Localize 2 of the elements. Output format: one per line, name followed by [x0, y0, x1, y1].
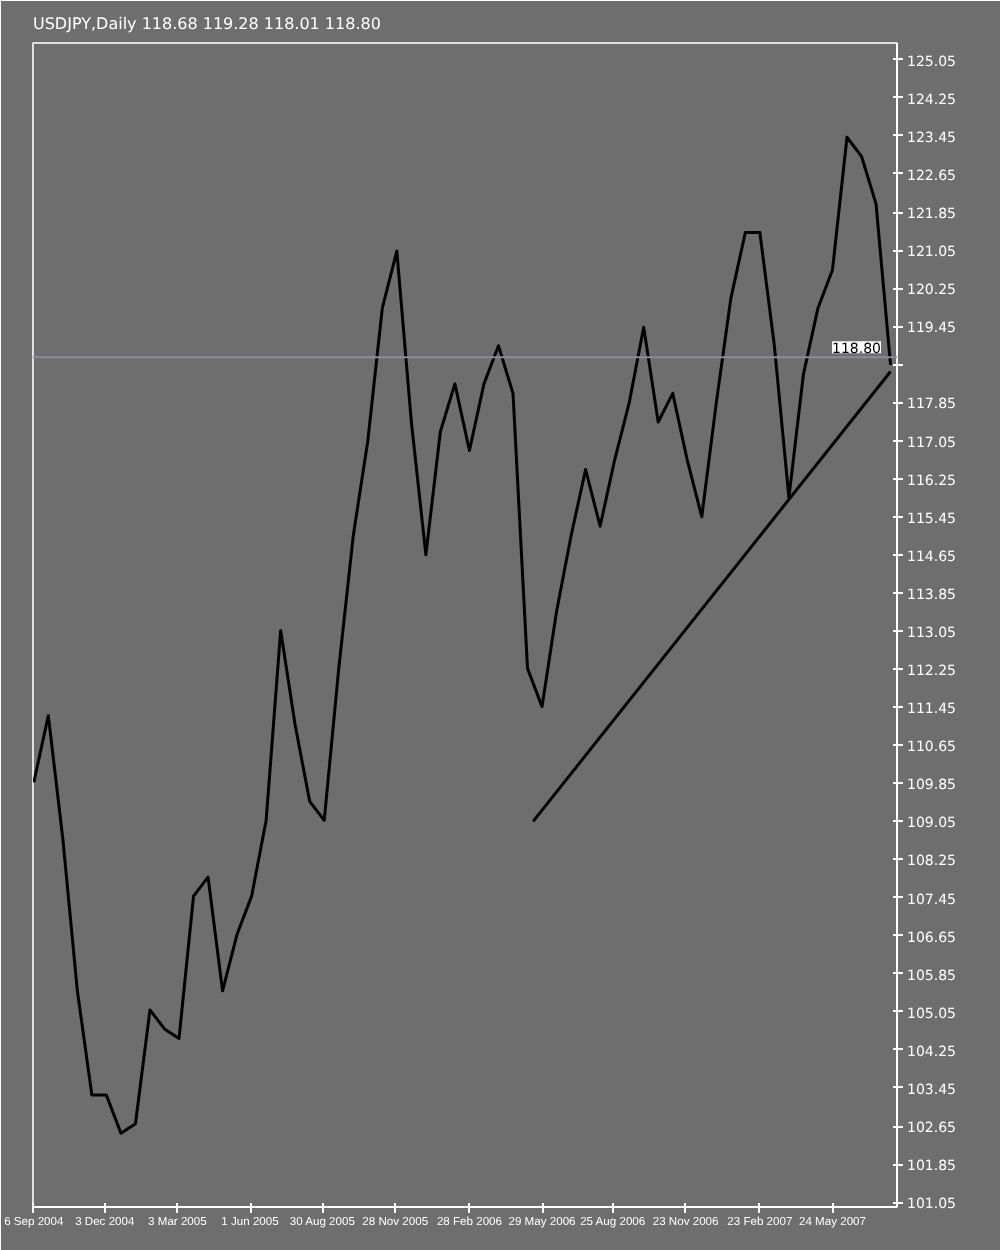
chart-title: USDJPY,Daily 118.68 119.28 118.01 118.80 [33, 15, 381, 33]
line-series [33, 135, 893, 1135]
